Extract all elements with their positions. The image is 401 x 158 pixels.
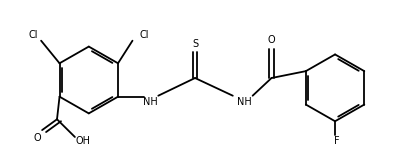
Text: F: F [333,136,339,146]
Text: O: O [267,35,275,45]
Text: Cl: Cl [28,30,38,40]
Text: NH: NH [143,97,157,107]
Text: Cl: Cl [139,30,149,40]
Text: OH: OH [75,136,90,146]
Text: S: S [192,39,198,49]
Text: O: O [33,133,41,143]
Text: NH: NH [237,97,251,107]
